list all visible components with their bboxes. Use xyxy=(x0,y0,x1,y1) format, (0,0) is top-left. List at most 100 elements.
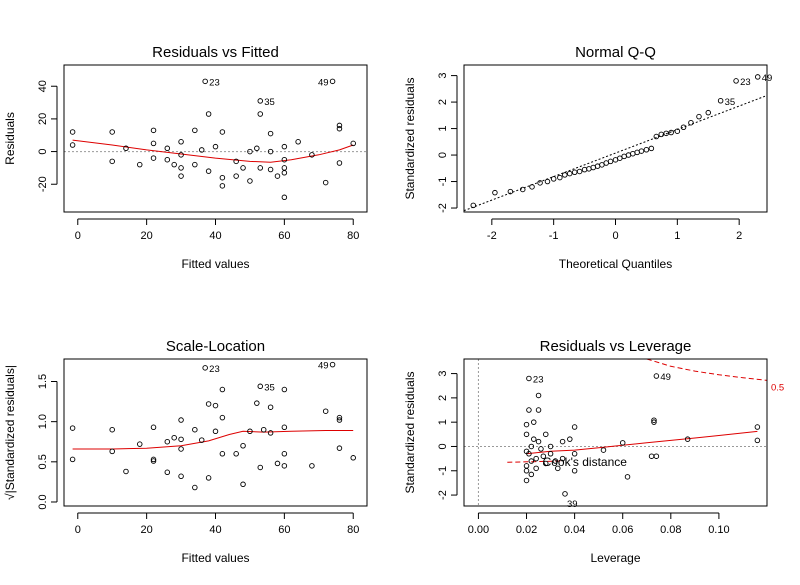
data-point xyxy=(178,473,184,480)
data-point xyxy=(754,424,761,430)
data-point xyxy=(530,436,537,442)
data-point xyxy=(164,438,171,445)
data-point xyxy=(535,392,542,399)
data-point xyxy=(528,471,535,478)
data-point xyxy=(267,166,274,173)
data-point xyxy=(663,130,669,137)
data-point xyxy=(329,78,336,85)
x-tick-label: 0 xyxy=(75,230,81,242)
x-tick-label: 0.10 xyxy=(708,524,729,536)
data-point xyxy=(192,484,198,491)
plot-area xyxy=(464,359,767,506)
data-point xyxy=(523,468,530,474)
residuals-vs-fitted-panel: Residuals vs Fitted Fitted values Residual… xyxy=(3,44,368,271)
y-tick-label: 0 xyxy=(437,152,449,158)
data-point xyxy=(688,119,694,126)
data-point xyxy=(535,438,542,445)
smoother-line xyxy=(526,430,758,455)
data-point xyxy=(281,194,288,201)
data-point xyxy=(267,404,274,410)
data-point xyxy=(281,143,288,150)
data-point xyxy=(178,165,184,171)
smoother-line xyxy=(72,430,354,450)
data-point xyxy=(281,156,288,163)
data-point xyxy=(281,424,288,431)
y-tick-label: 1 xyxy=(437,419,449,425)
data-point xyxy=(254,145,260,152)
plot-area xyxy=(464,74,767,212)
data-point xyxy=(571,424,578,430)
data-point xyxy=(562,172,568,178)
data-point xyxy=(123,468,129,475)
data-point xyxy=(540,453,547,459)
point-label: 23 xyxy=(209,364,220,375)
point-label: 35 xyxy=(725,97,736,108)
x-tick-label: 40 xyxy=(209,230,221,242)
data-point xyxy=(150,127,157,134)
data-point xyxy=(281,451,288,457)
y-tick-label: 3 xyxy=(437,73,449,79)
x-tick-label: 1 xyxy=(674,230,680,242)
x-axis-label: Leverage xyxy=(590,551,640,565)
data-point xyxy=(219,174,226,181)
x-tick-label: 0.00 xyxy=(468,524,489,536)
data-point xyxy=(178,139,184,145)
x-tick-label: 0.02 xyxy=(516,524,537,536)
data-point xyxy=(240,481,246,488)
data-point xyxy=(528,458,535,464)
x-tick-label: 2 xyxy=(736,230,742,242)
data-point xyxy=(619,440,626,446)
data-point xyxy=(638,148,645,154)
y-tick-label: 2 xyxy=(437,395,449,401)
data-point xyxy=(150,458,157,464)
chart-title: Residuals vs Leverage xyxy=(540,338,692,355)
data-point xyxy=(523,431,530,438)
data-point xyxy=(674,128,681,134)
data-point xyxy=(507,188,514,195)
x-tick-label: 80 xyxy=(347,524,359,536)
data-point xyxy=(233,158,239,165)
point-label: 23 xyxy=(533,374,544,385)
data-point xyxy=(109,129,115,135)
data-point xyxy=(336,414,343,421)
y-tick-label: -20 xyxy=(37,176,49,192)
data-point xyxy=(219,414,226,421)
data-point xyxy=(754,437,761,444)
chart-title: Residuals vs Fitted xyxy=(152,44,279,61)
plot-frame xyxy=(463,358,768,507)
data-point xyxy=(526,451,532,457)
data-point xyxy=(219,451,226,457)
data-point xyxy=(212,428,219,435)
y-tick-label: -2 xyxy=(437,490,449,500)
data-point xyxy=(254,400,260,406)
x-tick-label: 40 xyxy=(209,524,221,536)
point-label: 49 xyxy=(660,372,671,383)
data-point xyxy=(150,155,157,161)
data-point xyxy=(668,129,674,136)
data-point xyxy=(260,426,267,433)
data-point xyxy=(281,463,288,469)
data-point xyxy=(651,417,657,423)
data-point xyxy=(705,109,712,116)
data-point xyxy=(533,455,539,462)
y-axis-label: Standardized residuals xyxy=(403,77,417,199)
y-tick-label: 3 xyxy=(437,371,449,377)
x-tick-label: 0 xyxy=(612,230,618,242)
data-point xyxy=(581,166,588,173)
data-point xyxy=(257,98,264,104)
data-point xyxy=(247,148,253,155)
point-label: 49 xyxy=(762,73,773,84)
y-tick-label: 40 xyxy=(37,80,49,92)
data-point xyxy=(212,143,219,150)
y-tick-label: 1 xyxy=(437,126,449,132)
data-point xyxy=(192,127,198,134)
data-point xyxy=(150,140,157,147)
data-point xyxy=(109,448,115,455)
data-point xyxy=(653,373,660,379)
data-point xyxy=(492,189,498,196)
data-point xyxy=(543,460,549,467)
data-point xyxy=(643,147,650,153)
data-point xyxy=(717,98,724,104)
data-point xyxy=(205,475,212,481)
data-point xyxy=(205,401,212,407)
